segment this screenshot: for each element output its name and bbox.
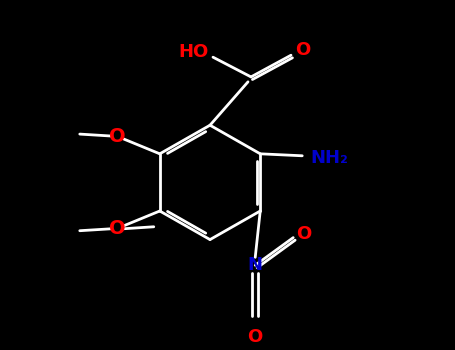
Text: N: N	[248, 256, 263, 274]
Text: O: O	[110, 127, 126, 146]
Text: HO: HO	[179, 43, 209, 61]
Text: O: O	[296, 225, 312, 243]
Text: O: O	[295, 41, 310, 59]
Text: NH₂: NH₂	[310, 149, 348, 167]
Text: O: O	[248, 328, 263, 346]
Text: O: O	[110, 219, 126, 238]
